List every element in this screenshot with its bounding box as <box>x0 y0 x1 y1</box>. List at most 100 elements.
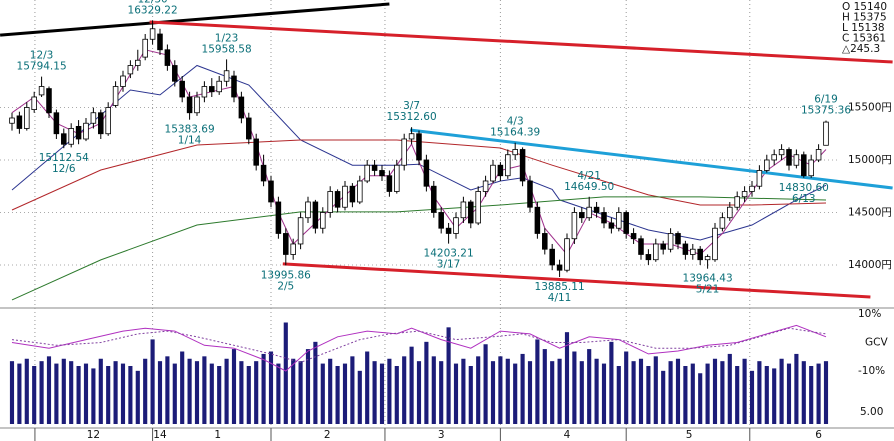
candle-body <box>653 243 659 261</box>
volume-tick-label: 5.00 <box>860 406 883 418</box>
candle-body <box>697 248 703 261</box>
candle-body <box>149 28 156 40</box>
volume-bar <box>490 361 496 424</box>
volume-bar <box>712 358 718 424</box>
volume-bar <box>638 358 644 424</box>
volume-bar <box>165 356 170 424</box>
annotation-price: 16329.22 <box>128 4 178 16</box>
volume-bar <box>350 356 355 424</box>
volume-bar <box>217 366 222 424</box>
y-tick-label: 15000円 <box>848 154 892 166</box>
candle-body <box>24 107 30 129</box>
volume-bar <box>394 366 399 424</box>
candle-body <box>408 133 415 140</box>
candle-body <box>660 243 666 250</box>
candle-body <box>172 65 178 82</box>
annotation-price: 15312.60 <box>387 111 437 123</box>
ohlc-info: O 15140 <box>842 1 887 13</box>
volume-bar <box>564 332 570 424</box>
gcv-tick-label: -10% <box>858 365 885 377</box>
candle-body <box>238 96 245 119</box>
volume-bar <box>298 361 303 424</box>
volume-bar <box>624 351 629 424</box>
candle-body <box>423 159 430 187</box>
volume-bar <box>631 361 636 424</box>
volume-bar <box>54 363 59 424</box>
candle-body <box>431 185 437 213</box>
candle-body <box>534 206 541 234</box>
candle-body <box>601 212 607 224</box>
trendline <box>409 128 893 190</box>
candle-body <box>527 180 533 208</box>
candle-body <box>201 86 208 98</box>
annotation-date: 6/13 <box>792 193 816 205</box>
ohlc-info: H 15375 <box>842 12 887 24</box>
volume-bar <box>527 361 533 424</box>
volume-bar <box>735 366 740 424</box>
candle-body <box>179 80 185 98</box>
volume-bar <box>468 366 473 424</box>
candle-body <box>719 217 726 229</box>
volume-bar <box>76 366 81 424</box>
volume-bar <box>542 349 547 424</box>
candle-body <box>593 206 600 213</box>
volume-bar <box>372 361 377 424</box>
volume-bar <box>194 361 200 424</box>
candle-body <box>808 159 814 177</box>
candle-body <box>268 180 274 203</box>
volume-bar <box>313 341 318 424</box>
volume-bar <box>231 349 237 424</box>
candle-body <box>371 164 378 171</box>
volume-bar <box>39 361 44 424</box>
candle-body <box>460 201 467 219</box>
candle-body <box>357 180 363 203</box>
annotation-date: 1/14 <box>178 135 202 147</box>
volume-bar <box>757 361 762 424</box>
ohlc-info: △245.3 <box>842 43 880 55</box>
annotation-date: 4/3 <box>507 116 524 128</box>
candle-body <box>31 96 37 110</box>
volume-bar <box>823 361 829 424</box>
volume-bar <box>157 361 163 424</box>
annotation-date: 5/21 <box>696 284 720 296</box>
gcv-line <box>11 324 827 372</box>
candle-body <box>216 80 222 93</box>
volume-bar <box>17 363 22 424</box>
volume-bar <box>446 327 451 424</box>
candle-body <box>505 154 511 177</box>
candle-body <box>468 201 474 224</box>
candle-body <box>712 227 718 261</box>
trendline <box>282 262 871 299</box>
annotation-price: 14830.60 <box>779 182 829 194</box>
candle-body <box>741 191 748 198</box>
candle-body <box>290 243 296 255</box>
candle-body <box>112 86 119 106</box>
annotation-price: 15375.36 <box>801 105 851 117</box>
candle-body <box>438 212 444 229</box>
candle-body <box>61 133 67 145</box>
candle-body <box>616 212 622 229</box>
x-tick-label: 14 <box>153 429 167 441</box>
candle-body <box>342 185 348 208</box>
candle-body <box>416 133 422 161</box>
ohlc-info: C 15361 <box>842 33 886 45</box>
trendline <box>149 20 893 64</box>
volume-bar <box>550 361 555 424</box>
annotation-price: 15383.69 <box>165 124 215 136</box>
annotation-date: 12/6 <box>52 163 76 175</box>
volume-bar <box>379 363 385 424</box>
volume-bar <box>431 356 436 424</box>
x-tick-label: 6 <box>815 429 822 441</box>
volume-bar <box>557 358 562 424</box>
volume-bar <box>424 341 429 424</box>
volume-bar <box>328 358 333 424</box>
candle-body <box>497 164 504 177</box>
volume-bar <box>98 358 103 424</box>
candle-body <box>571 212 578 240</box>
candle-body <box>98 112 104 135</box>
candle-body <box>638 238 644 255</box>
annotation-date: 2/5 <box>277 280 294 292</box>
volume-bar <box>816 363 821 424</box>
volume-bar <box>461 358 466 424</box>
candle-body <box>401 138 407 166</box>
